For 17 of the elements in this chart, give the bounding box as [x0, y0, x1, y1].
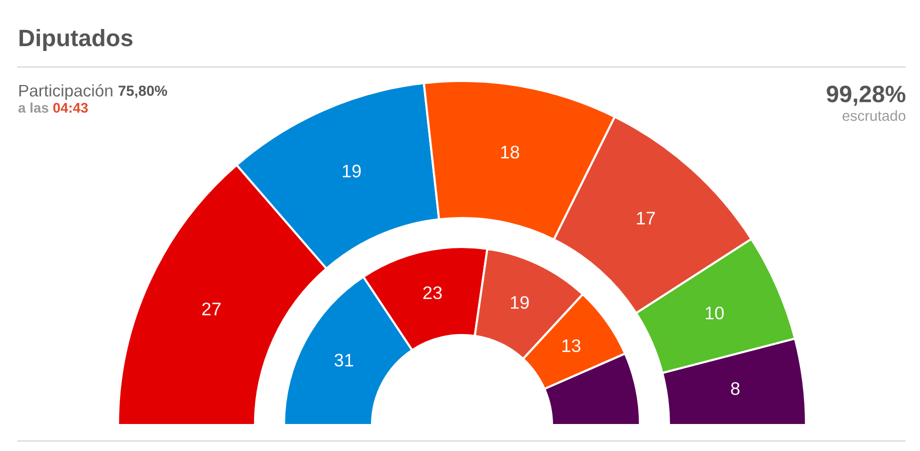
data-label: 13 [562, 339, 580, 352]
text: a las [18, 102, 48, 113]
text: 04:43 [53, 102, 88, 113]
data-label: 19 [510, 296, 529, 309]
data-label: 27 [202, 302, 221, 316]
data-label: 31 [334, 354, 354, 367]
chart-title: Diputados [20, 28, 132, 52]
data-label: 18 [501, 146, 520, 159]
data-label: 23 [423, 286, 442, 300]
text: 75,80% [118, 86, 168, 98]
data-label: 19 [342, 164, 361, 178]
text: escrutado [842, 110, 906, 121]
text: 99,28% [826, 86, 906, 106]
text: Participación [19, 84, 112, 100]
data-label: 10 [706, 306, 724, 320]
data-label: 17 [637, 212, 655, 224]
data-label: 8 [731, 382, 740, 395]
